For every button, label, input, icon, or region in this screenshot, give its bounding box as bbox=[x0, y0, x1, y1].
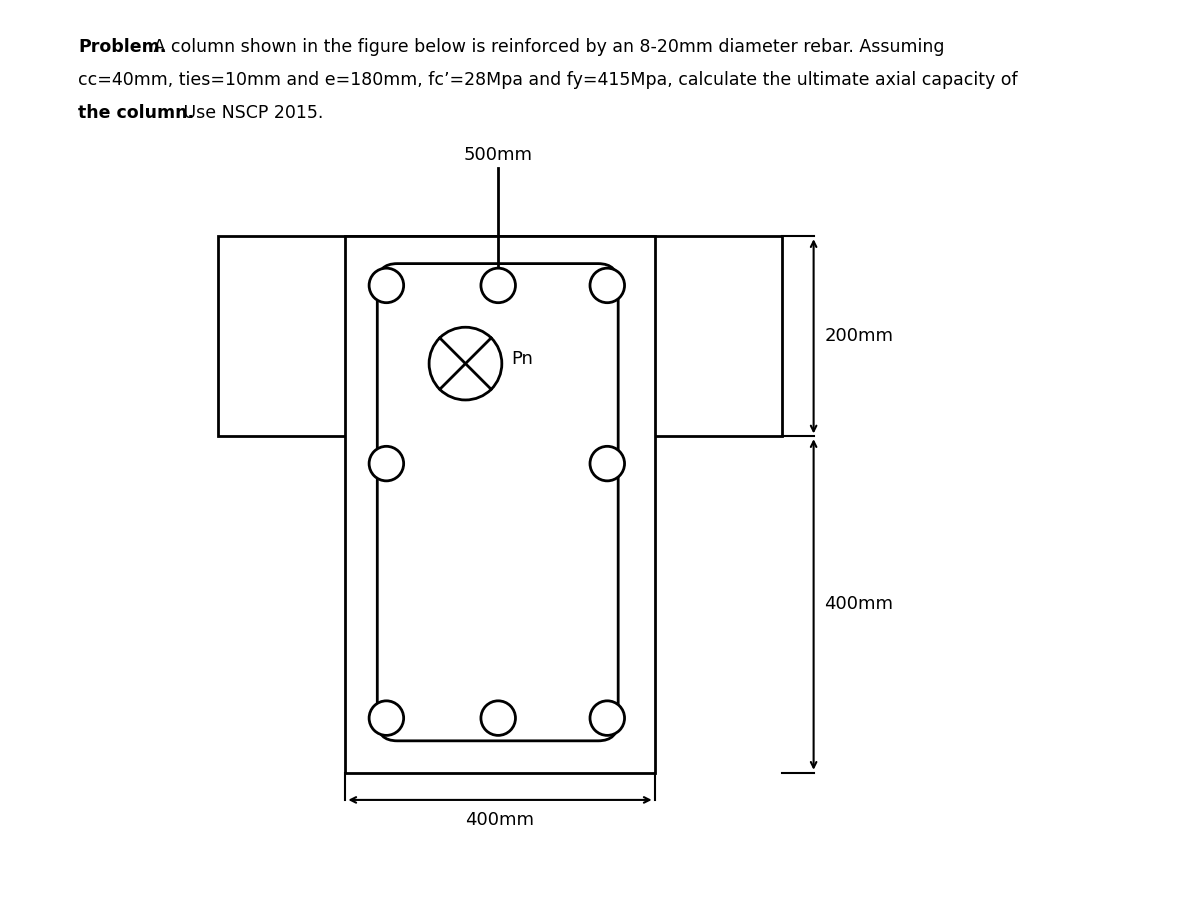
Bar bbox=[346, 236, 654, 773]
Bar bbox=[218, 236, 782, 436]
Text: Use NSCP 2015.: Use NSCP 2015. bbox=[178, 104, 323, 122]
Circle shape bbox=[430, 327, 502, 400]
Circle shape bbox=[590, 268, 624, 303]
FancyBboxPatch shape bbox=[377, 264, 618, 741]
Text: 200mm: 200mm bbox=[824, 327, 894, 345]
Circle shape bbox=[370, 268, 403, 303]
Text: 500mm: 500mm bbox=[463, 145, 533, 164]
Circle shape bbox=[481, 701, 516, 735]
Circle shape bbox=[370, 446, 403, 481]
Circle shape bbox=[590, 701, 624, 735]
Circle shape bbox=[481, 268, 516, 303]
Circle shape bbox=[370, 701, 403, 735]
Text: the column.: the column. bbox=[78, 104, 194, 122]
Text: Problem.: Problem. bbox=[78, 38, 167, 56]
Text: A column shown in the figure below is reinforced by an 8-20mm diameter rebar. As: A column shown in the figure below is re… bbox=[148, 38, 944, 56]
Text: Pn: Pn bbox=[511, 350, 533, 368]
Text: 400mm: 400mm bbox=[824, 595, 894, 614]
Circle shape bbox=[590, 446, 624, 481]
Text: cc=40mm, ties=10mm and e=180mm, fc’=28Mpa and fy=415Mpa, calculate the ultimate : cc=40mm, ties=10mm and e=180mm, fc’=28Mp… bbox=[78, 71, 1018, 89]
Text: 400mm: 400mm bbox=[466, 811, 534, 829]
